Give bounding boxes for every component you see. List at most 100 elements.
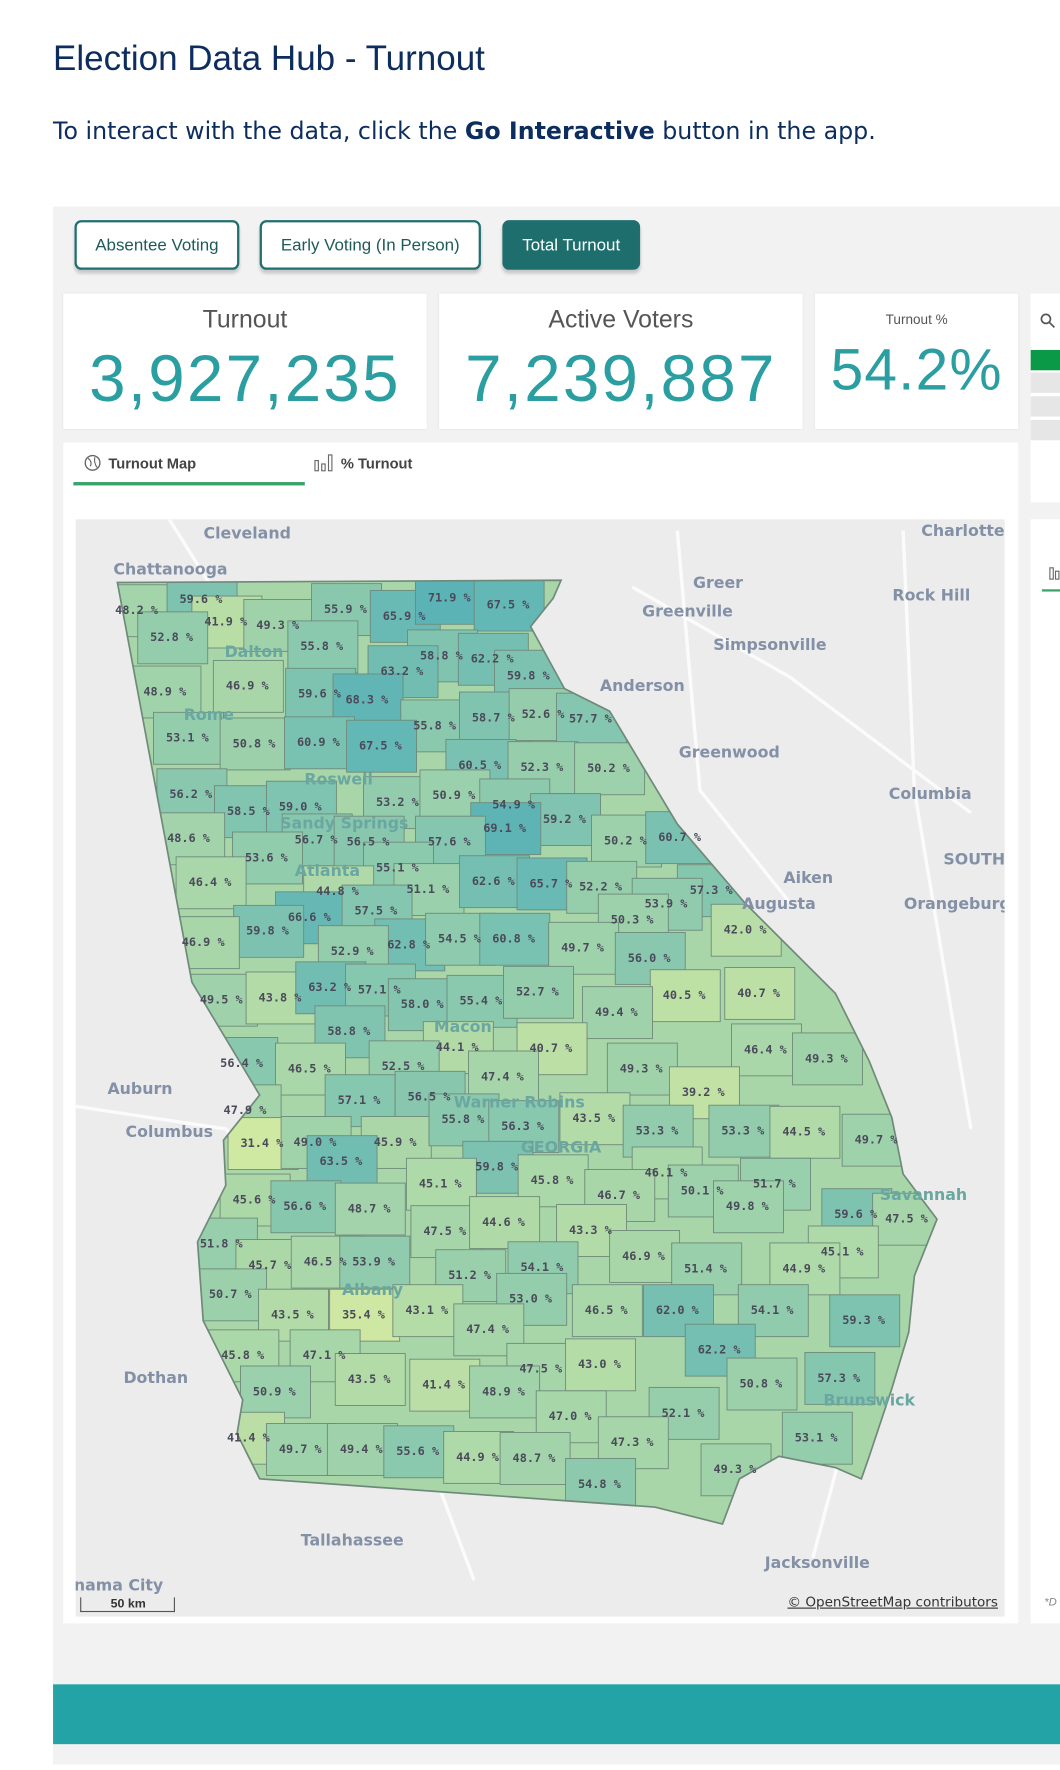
county-region[interactable] xyxy=(724,967,796,1020)
city-label: Greenwood xyxy=(679,742,780,761)
city-label: Dothan xyxy=(123,1368,188,1387)
county-turnout-label: 62.2 % xyxy=(698,1343,742,1357)
county-region[interactable] xyxy=(306,1135,378,1189)
county-turnout-label: 57.3 % xyxy=(690,883,734,897)
county-turnout-label: 59.2 % xyxy=(543,812,587,826)
city-label: Rome xyxy=(184,705,234,724)
city-label: Columbus xyxy=(126,1122,214,1141)
county-region[interactable] xyxy=(346,719,418,773)
county-region[interactable] xyxy=(240,1365,311,1419)
county-region[interactable] xyxy=(829,1294,901,1348)
county-turnout-label: 46.4 % xyxy=(744,1042,788,1056)
county-region[interactable] xyxy=(606,1042,678,1096)
county-region[interactable] xyxy=(503,965,574,1019)
county-region[interactable] xyxy=(469,1196,541,1250)
city-label: Simpsonville xyxy=(713,635,826,654)
county-region[interactable] xyxy=(473,579,545,632)
county-region[interactable] xyxy=(339,1235,411,1289)
intro-text: To interact with the data, click the Go … xyxy=(53,117,876,144)
county-turnout-label: 55.8 % xyxy=(300,639,344,653)
county-turnout-label: 63.2 % xyxy=(380,664,424,678)
county-region[interactable] xyxy=(175,856,247,910)
county-region[interactable] xyxy=(804,1351,876,1405)
county-region[interactable] xyxy=(582,986,653,1040)
county-turnout-label: 46.5 % xyxy=(288,1061,332,1075)
county-region[interactable] xyxy=(265,1423,337,1476)
county-region[interactable] xyxy=(781,1411,853,1465)
county-turnout-label: 48.7 % xyxy=(513,1451,557,1465)
county-region[interactable] xyxy=(479,912,551,966)
county-region[interactable] xyxy=(499,1432,571,1485)
county-region[interactable] xyxy=(334,1353,406,1406)
county-region[interactable] xyxy=(713,1180,784,1234)
county-region[interactable] xyxy=(565,1338,637,1392)
county-region[interactable] xyxy=(195,1268,267,1322)
county-turnout-label: 56.5 % xyxy=(347,835,391,849)
total-turnout-button[interactable]: Total Turnout xyxy=(502,220,641,270)
county-region[interactable] xyxy=(769,1105,841,1159)
map-attribution[interactable]: © OpenStreetMap contributors xyxy=(787,1594,998,1610)
filter-row[interactable] xyxy=(1030,419,1060,441)
county-region[interactable] xyxy=(409,1358,481,1412)
county-turnout-label: 47.9 % xyxy=(224,1103,268,1117)
county-turnout-label: 53.3 % xyxy=(636,1124,680,1138)
county-region[interactable] xyxy=(270,1180,342,1234)
county-turnout-label: 39.2 % xyxy=(682,1085,726,1099)
kpi-label: Active Voters xyxy=(548,304,694,334)
county-turnout-label: 52.3 % xyxy=(520,760,564,774)
county-turnout-label: 41.4 % xyxy=(227,1431,271,1445)
county-turnout-label: 51.2 % xyxy=(448,1268,492,1282)
county-region[interactable] xyxy=(469,1365,541,1419)
county-turnout-label: 62.0 % xyxy=(656,1303,700,1317)
search-icon[interactable] xyxy=(1040,313,1056,329)
county-turnout-label: 62.6 % xyxy=(472,874,516,888)
county-turnout-label: 59.6 % xyxy=(298,687,342,701)
county-turnout-label: 48.6 % xyxy=(167,831,211,845)
filter-row[interactable] xyxy=(1030,396,1060,417)
county-turnout-label: 52.2 % xyxy=(579,880,623,894)
county-turnout-label: 54.1 % xyxy=(520,1260,564,1274)
county-region[interactable] xyxy=(212,659,284,713)
county-region[interactable] xyxy=(284,716,355,770)
county-region[interactable] xyxy=(130,665,202,719)
city-label: Savannah xyxy=(880,1185,967,1204)
county-region[interactable] xyxy=(153,711,224,765)
intro-after: button in the app. xyxy=(654,117,876,145)
county-turnout-label: 58.5 % xyxy=(227,804,271,818)
county-region[interactable] xyxy=(233,904,305,958)
tab-percent-turnout[interactable]: % Turnout xyxy=(314,454,412,472)
county-region[interactable] xyxy=(137,611,209,665)
county-turnout-label: 43.5 % xyxy=(348,1372,392,1386)
county-turnout-label: 56.0 % xyxy=(628,951,672,965)
county-region[interactable] xyxy=(287,620,359,674)
county-region[interactable] xyxy=(609,1230,681,1283)
county-region[interactable] xyxy=(792,1032,863,1086)
county-region[interactable] xyxy=(334,1182,406,1236)
county-region[interactable] xyxy=(649,969,721,1023)
city-label: Chattanooga xyxy=(113,560,227,579)
county-region[interactable] xyxy=(392,1284,464,1338)
county-turnout-label: 47.1 % xyxy=(303,1348,347,1362)
county-region[interactable] xyxy=(405,1157,477,1211)
turnout-map[interactable]: Cleveland Chattanooga Greer Greenville Simps… xyxy=(75,519,1005,1617)
city-label: Cleveland xyxy=(204,523,291,542)
county-turnout-label: 49.4 % xyxy=(595,1005,639,1019)
county-region[interactable] xyxy=(219,717,291,771)
filter-row[interactable] xyxy=(1030,372,1060,393)
selected-filter-row[interactable] xyxy=(1030,349,1060,371)
county-region[interactable] xyxy=(383,1425,455,1479)
county-region[interactable] xyxy=(571,1284,643,1338)
county-region[interactable] xyxy=(428,1093,500,1147)
early-voting-button[interactable]: Early Voting (In Person) xyxy=(259,220,481,270)
county-turnout-label: 35.4 % xyxy=(342,1308,386,1322)
county-turnout-label: 49.0 % xyxy=(294,1135,338,1149)
tab-turnout-map[interactable]: Turnout Map xyxy=(84,454,196,472)
county-turnout-label: 43.5 % xyxy=(572,1111,616,1125)
intro-bold: Go Interactive xyxy=(464,117,655,145)
county-turnout-label: 49.3 % xyxy=(805,1051,849,1065)
county-region[interactable] xyxy=(726,1357,798,1411)
county-region[interactable] xyxy=(731,1023,802,1077)
county-region[interactable] xyxy=(708,1104,780,1158)
map-canvas[interactable]: Cleveland Chattanooga Greer Greenville Simps… xyxy=(75,519,1005,1616)
absentee-voting-button[interactable]: Absentee Voting xyxy=(74,220,240,270)
